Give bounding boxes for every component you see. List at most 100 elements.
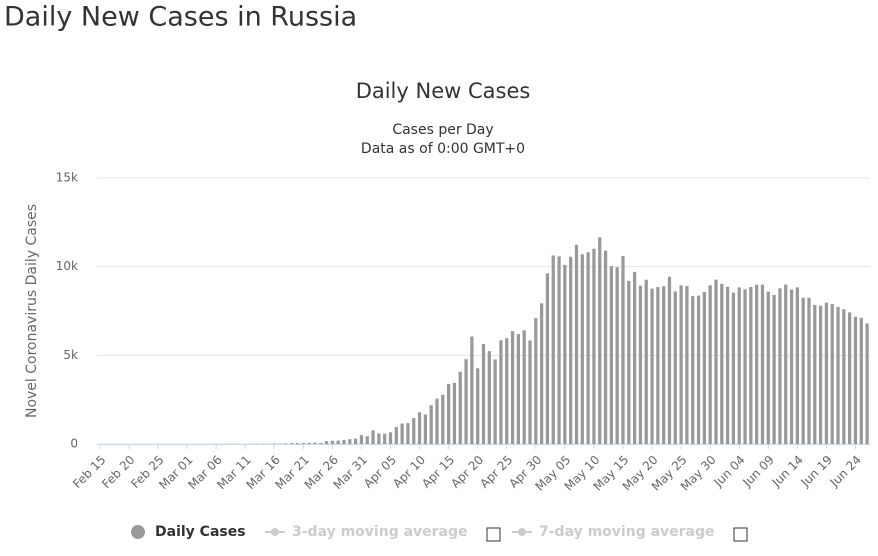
x-tick-label: Jun 24 [827, 453, 864, 490]
bar [598, 237, 602, 444]
checkbox[interactable] [733, 527, 748, 542]
bar [859, 317, 863, 444]
bar [743, 289, 747, 444]
subtitle: Cases per Day [392, 122, 493, 138]
bar [848, 312, 852, 444]
bar [359, 435, 364, 444]
bar [830, 304, 834, 444]
bar [813, 304, 817, 444]
bar [662, 286, 666, 444]
bar [481, 343, 486, 444]
bar [853, 316, 858, 444]
y-tick-label: 0 [70, 437, 78, 451]
bar [464, 359, 468, 444]
bar [400, 423, 404, 444]
bar [696, 295, 701, 444]
bar [691, 296, 695, 444]
bar [522, 330, 526, 444]
bar [801, 297, 805, 444]
legend-label[interactable]: 3-day moving average [292, 524, 468, 540]
bar [336, 440, 340, 444]
x-tick-label: Jun 04 [710, 453, 747, 490]
bar [842, 309, 846, 444]
bar [795, 287, 799, 444]
bar [458, 371, 462, 444]
bar [627, 280, 631, 444]
bar [702, 291, 706, 444]
bar [632, 271, 637, 444]
bar [766, 291, 770, 444]
bar [487, 351, 491, 444]
bar [725, 286, 730, 444]
bar [365, 436, 369, 444]
bar [824, 302, 829, 444]
bar [272, 443, 276, 444]
bar [737, 287, 741, 444]
bar [534, 318, 538, 444]
bar [290, 443, 294, 444]
bar [429, 405, 433, 444]
bar [755, 284, 759, 444]
bar [319, 442, 323, 444]
bar [836, 306, 840, 444]
page-title: Daily New Cases in Russia [4, 2, 357, 33]
bar [412, 418, 416, 444]
bar [417, 412, 422, 444]
bar [760, 284, 765, 444]
bar [603, 250, 608, 444]
bar [528, 340, 532, 444]
bar [510, 331, 515, 444]
bar [394, 427, 398, 444]
bar [644, 279, 648, 444]
checkbox[interactable] [486, 527, 501, 542]
bar [371, 430, 375, 444]
bar [295, 443, 300, 444]
bar [563, 264, 567, 444]
bar [348, 439, 352, 444]
bar [354, 438, 358, 444]
bar [818, 305, 823, 444]
bar [441, 394, 445, 444]
bar [586, 252, 590, 444]
bar [301, 443, 305, 444]
bar [807, 297, 811, 444]
legend-label[interactable]: 7-day moving average [539, 524, 715, 540]
legend-marker [131, 525, 145, 539]
x-tick-label: Jun 19 [798, 453, 835, 490]
bar [342, 439, 346, 444]
bar [324, 441, 329, 444]
bar [789, 289, 794, 444]
bar [778, 288, 782, 444]
x-tick-label: Jun 09 [740, 453, 777, 490]
bar [580, 254, 584, 444]
bar [470, 336, 474, 444]
bar [377, 433, 381, 444]
bar [406, 423, 410, 444]
y-tick-label: 10k [56, 259, 78, 273]
bar [284, 443, 288, 444]
bar [621, 256, 625, 444]
y-axis-label: Novel Coronavirus Daily Cases [24, 204, 40, 418]
bar [638, 285, 643, 444]
bar [784, 284, 788, 444]
bar [330, 440, 335, 444]
bar [505, 338, 509, 444]
bar [307, 442, 311, 444]
bar [551, 255, 555, 444]
bar [609, 266, 613, 444]
bar [435, 398, 439, 444]
chart-title: Daily New Cases [356, 79, 531, 103]
legend-marker [518, 528, 526, 536]
y-tick-label: 5k [63, 348, 78, 362]
bar [447, 383, 451, 444]
bar [650, 288, 654, 444]
subtitle: Data as of 0:00 GMT+0 [361, 141, 525, 157]
bar [714, 279, 718, 444]
bar [516, 334, 520, 444]
bar [720, 283, 724, 444]
bar [476, 368, 480, 444]
bar [388, 432, 393, 444]
legend-label[interactable]: Daily Cases [155, 524, 246, 540]
